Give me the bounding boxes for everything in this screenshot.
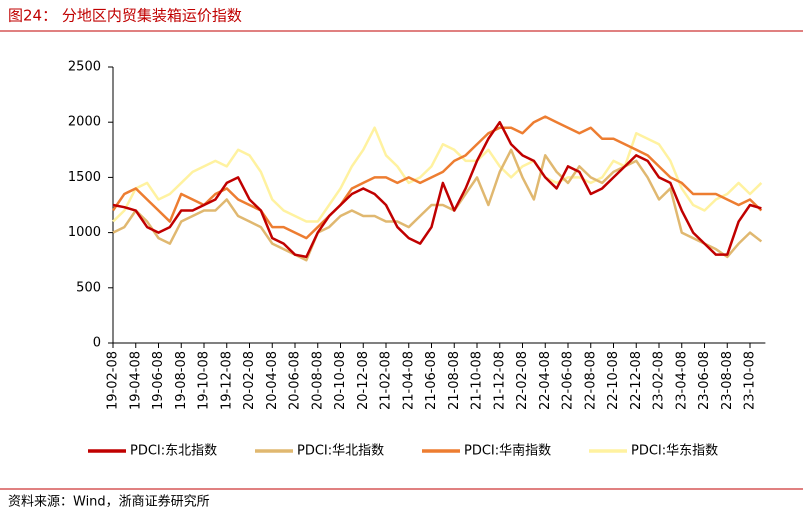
x-tick-label: 19-10-08 bbox=[197, 351, 212, 410]
x-tick-label: 23-08-08 bbox=[720, 351, 735, 410]
series-line bbox=[111, 115, 763, 240]
y-tick-label: 1500 bbox=[68, 170, 101, 185]
x-tick-label: 23-04-08 bbox=[674, 351, 689, 410]
x-tick-label: 20-02-08 bbox=[242, 351, 257, 410]
legend-label: PDCI:华北指数 bbox=[297, 444, 384, 459]
x-tick-label: 21-08-08 bbox=[447, 351, 462, 410]
series-line bbox=[112, 120, 762, 259]
x-tick-label: 22-06-08 bbox=[561, 351, 576, 410]
figure-title: 图24： 分地区内贸集装箱运价指数 bbox=[8, 7, 242, 25]
x-tick-label: 20-10-08 bbox=[333, 351, 348, 410]
x-tick-label: 22-10-08 bbox=[606, 351, 621, 410]
x-tick-label: 23-06-08 bbox=[697, 351, 712, 410]
x-tick-label: 22-04-08 bbox=[538, 351, 553, 410]
legend-label: PDCI:华南指数 bbox=[464, 443, 551, 459]
x-tick-label: 22-12-08 bbox=[629, 351, 644, 410]
x-tick-label: 21-12-08 bbox=[492, 351, 507, 410]
x-tick-label: 20-04-08 bbox=[265, 351, 280, 410]
y-tick-label: 2000 bbox=[68, 115, 101, 130]
x-tick-label: 21-04-08 bbox=[401, 351, 416, 410]
x-tick-label: 21-06-08 bbox=[424, 351, 439, 410]
legend-label: PDCI:东北指数 bbox=[130, 444, 217, 459]
source-note: 资料来源：Wind，浙商证券研究所 bbox=[8, 494, 210, 510]
x-tick-label: 19-02-08 bbox=[106, 351, 121, 410]
x-tick-label: 19-08-08 bbox=[174, 351, 189, 410]
series-line bbox=[112, 126, 763, 223]
y-tick-label: 500 bbox=[76, 280, 101, 295]
x-tick-label: 19-04-08 bbox=[128, 351, 143, 410]
x-tick-label: 21-02-08 bbox=[379, 351, 394, 410]
x-tick-label: 23-02-08 bbox=[652, 351, 667, 410]
x-tick-label: 23-10-08 bbox=[743, 351, 758, 410]
y-tick-label: 0 bbox=[93, 336, 101, 351]
x-tick-label: 20-08-08 bbox=[310, 351, 325, 410]
legend-label: PDCI:华东指数 bbox=[631, 444, 718, 459]
x-tick-label: 20-06-08 bbox=[288, 351, 303, 410]
y-tick-label: 2500 bbox=[68, 60, 101, 75]
x-tick-label: 21-10-08 bbox=[470, 351, 485, 410]
x-tick-label: 20-12-08 bbox=[356, 351, 371, 410]
x-tick-label: 19-12-08 bbox=[219, 351, 234, 410]
x-tick-label: 22-08-08 bbox=[583, 351, 598, 410]
x-tick-label: 22-02-08 bbox=[515, 351, 530, 410]
x-tick-label: 19-06-08 bbox=[151, 351, 166, 410]
y-tick-label: 1000 bbox=[68, 225, 101, 240]
